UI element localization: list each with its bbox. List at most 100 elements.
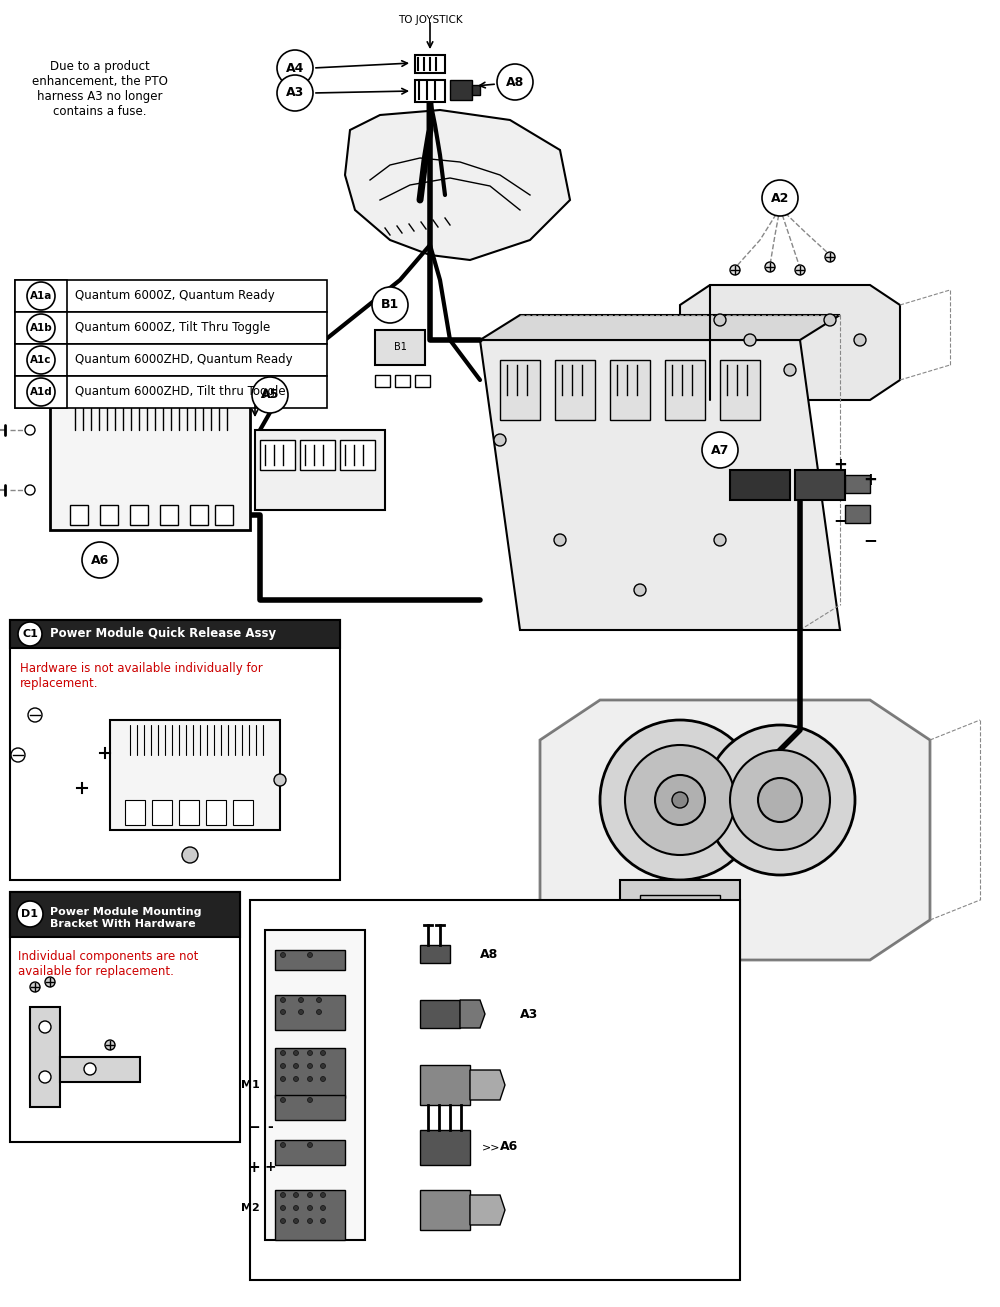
Bar	[415, 80, 445, 102]
Bar	[50, 400, 250, 531]
Circle shape	[84, 1063, 96, 1074]
Bar	[730, 471, 790, 501]
Circle shape	[825, 252, 835, 261]
Circle shape	[294, 1051, 298, 1056]
Circle shape	[294, 1064, 298, 1069]
Circle shape	[308, 953, 312, 958]
Text: A3: A3	[286, 86, 304, 99]
Circle shape	[280, 1205, 286, 1210]
Bar	[450, 80, 472, 101]
Polygon shape	[480, 315, 840, 340]
Text: −: −	[247, 1120, 260, 1134]
Circle shape	[280, 1098, 286, 1103]
Circle shape	[730, 750, 830, 850]
Circle shape	[320, 1051, 326, 1056]
Bar	[15, 376, 327, 408]
Bar	[179, 800, 199, 825]
Circle shape	[765, 261, 775, 272]
Bar	[15, 280, 327, 312]
Circle shape	[634, 584, 646, 596]
Bar	[620, 880, 740, 961]
Polygon shape	[460, 1000, 485, 1029]
Bar	[665, 359, 705, 420]
Bar	[275, 950, 345, 970]
Text: A1b: A1b	[30, 323, 52, 333]
Bar	[610, 359, 650, 420]
Circle shape	[17, 901, 43, 927]
Text: A5: A5	[261, 388, 279, 401]
Circle shape	[554, 535, 566, 546]
Text: A7: A7	[711, 443, 729, 456]
Circle shape	[280, 1142, 286, 1148]
Circle shape	[320, 1192, 326, 1197]
Text: -: -	[267, 1120, 273, 1134]
Bar	[265, 931, 365, 1240]
Text: M2: M2	[241, 1202, 260, 1213]
Bar	[795, 471, 845, 501]
Circle shape	[280, 1077, 286, 1081]
Circle shape	[320, 1064, 326, 1069]
Circle shape	[105, 1040, 115, 1050]
Text: +: +	[863, 471, 877, 489]
Bar	[70, 505, 88, 525]
Text: −: −	[863, 531, 877, 549]
Circle shape	[39, 1021, 51, 1033]
Bar	[275, 995, 345, 1030]
Bar	[190, 505, 208, 525]
Circle shape	[27, 346, 55, 374]
Bar	[375, 329, 425, 365]
Circle shape	[280, 1064, 286, 1069]
Bar	[10, 891, 240, 1142]
Bar	[160, 505, 178, 525]
Bar	[300, 440, 335, 471]
Bar	[275, 1140, 345, 1165]
Polygon shape	[345, 110, 570, 260]
Bar	[340, 440, 375, 471]
Bar	[555, 359, 595, 420]
Circle shape	[45, 978, 55, 987]
Circle shape	[18, 622, 42, 646]
Circle shape	[600, 720, 760, 880]
Bar	[100, 505, 118, 525]
Circle shape	[372, 288, 408, 323]
Circle shape	[294, 1077, 298, 1081]
Circle shape	[784, 365, 796, 376]
Bar	[250, 901, 740, 1280]
Circle shape	[280, 1218, 286, 1223]
Circle shape	[294, 1205, 298, 1210]
Bar	[420, 1189, 470, 1230]
Circle shape	[25, 425, 35, 435]
Circle shape	[308, 1098, 312, 1103]
Text: +: +	[264, 1161, 276, 1174]
Polygon shape	[470, 1195, 505, 1225]
Bar	[206, 800, 226, 825]
Bar	[10, 620, 340, 880]
Circle shape	[824, 314, 836, 325]
Bar	[15, 312, 327, 344]
Text: C1: C1	[22, 629, 38, 639]
Text: M1: M1	[241, 1080, 260, 1090]
Text: −: −	[833, 511, 847, 529]
Circle shape	[672, 792, 688, 808]
Circle shape	[11, 748, 25, 762]
Bar	[720, 359, 760, 420]
Bar	[640, 895, 720, 945]
Circle shape	[744, 335, 756, 346]
Bar	[233, 800, 253, 825]
Bar	[375, 375, 390, 387]
Circle shape	[280, 1009, 286, 1014]
Circle shape	[27, 378, 55, 406]
Circle shape	[27, 314, 55, 342]
Circle shape	[252, 376, 288, 413]
Polygon shape	[470, 1070, 505, 1100]
Bar	[500, 359, 540, 420]
Circle shape	[308, 1192, 312, 1197]
Circle shape	[320, 1205, 326, 1210]
Text: A6: A6	[500, 1141, 518, 1154]
Text: A8: A8	[506, 76, 524, 89]
Text: B1: B1	[394, 342, 406, 352]
Bar	[275, 1189, 345, 1240]
Circle shape	[25, 485, 35, 495]
Circle shape	[294, 1192, 298, 1197]
Circle shape	[714, 314, 726, 325]
